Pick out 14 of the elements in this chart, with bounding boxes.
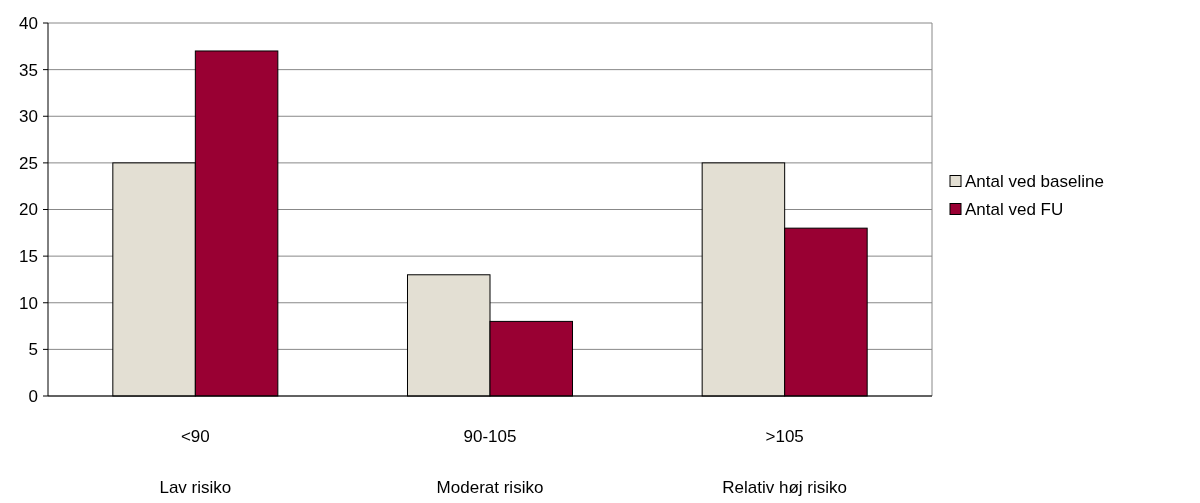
y-tick-label: 35 bbox=[19, 60, 38, 80]
y-tick-label: 15 bbox=[19, 247, 38, 267]
y-tick-label: 20 bbox=[19, 200, 38, 220]
legend-label: Antal ved FU bbox=[965, 200, 1064, 220]
y-tick-label: 5 bbox=[28, 340, 38, 360]
legend-label: Antal ved baseline bbox=[965, 172, 1104, 192]
category-label: 90-105 Moderat risiko bbox=[436, 427, 544, 497]
y-tick-label: 30 bbox=[19, 107, 38, 127]
y-tick-label: 25 bbox=[19, 153, 38, 173]
category-label: >105 Relativ høj risiko bbox=[722, 427, 848, 497]
y-tick-label: 10 bbox=[19, 293, 38, 313]
y-tick-label: 0 bbox=[28, 386, 38, 406]
category-label: <90 Lav risiko bbox=[159, 427, 232, 497]
y-tick-label: 40 bbox=[19, 13, 38, 33]
